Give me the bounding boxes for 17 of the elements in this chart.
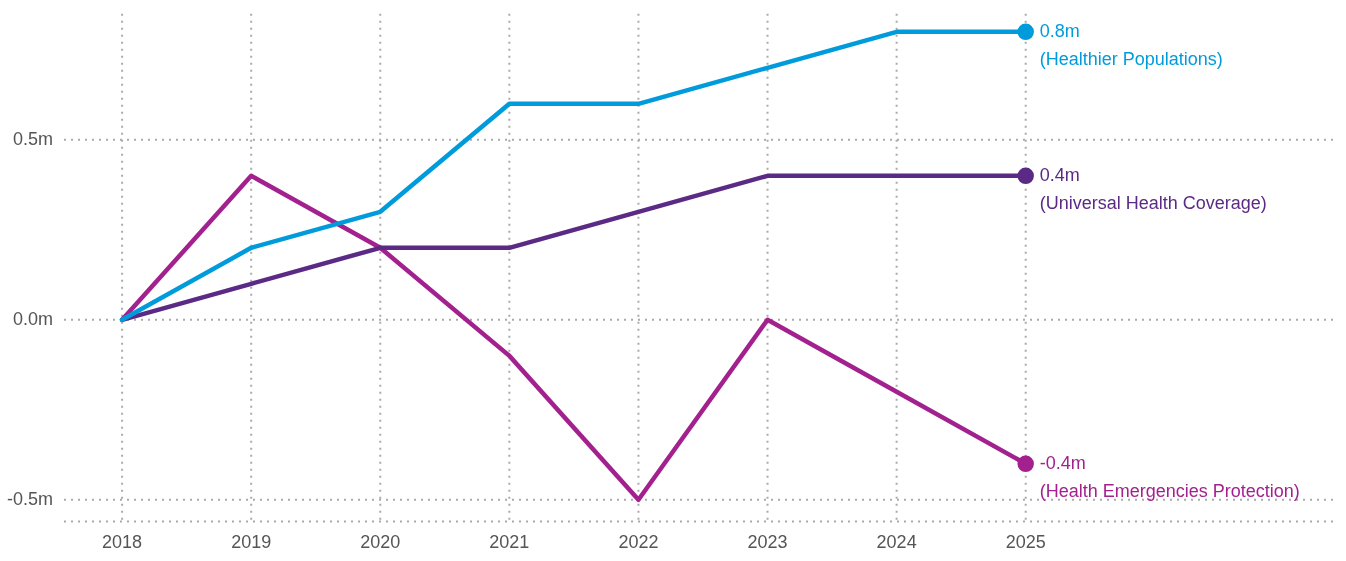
x-tick-label: 2020	[360, 532, 401, 553]
y-tick-label: -0.5m	[7, 488, 54, 509]
series-label: (Universal Health Coverage)	[1039, 192, 1267, 213]
x-tick-label: 2022	[618, 532, 659, 553]
series-label: (Health Emergencies Protection)	[1039, 480, 1300, 501]
data-label: -0.4m	[1039, 452, 1086, 473]
x-tick-label: 2024	[876, 532, 917, 553]
y-tick-label: 0.0m	[12, 308, 54, 329]
y-tick-label: 0.5m	[12, 128, 54, 149]
data-label: 0.8m	[1039, 20, 1080, 41]
series-label: (Healthier Populations)	[1039, 48, 1223, 69]
x-tick-label: 2021	[489, 532, 530, 553]
x-tick-label: 2023	[747, 532, 788, 553]
x-tick-label: 2019	[231, 532, 272, 553]
x-tick-label: 2025	[1005, 532, 1046, 553]
x-tick-label: 2018	[102, 532, 143, 553]
data-label: 0.4m	[1039, 164, 1080, 185]
